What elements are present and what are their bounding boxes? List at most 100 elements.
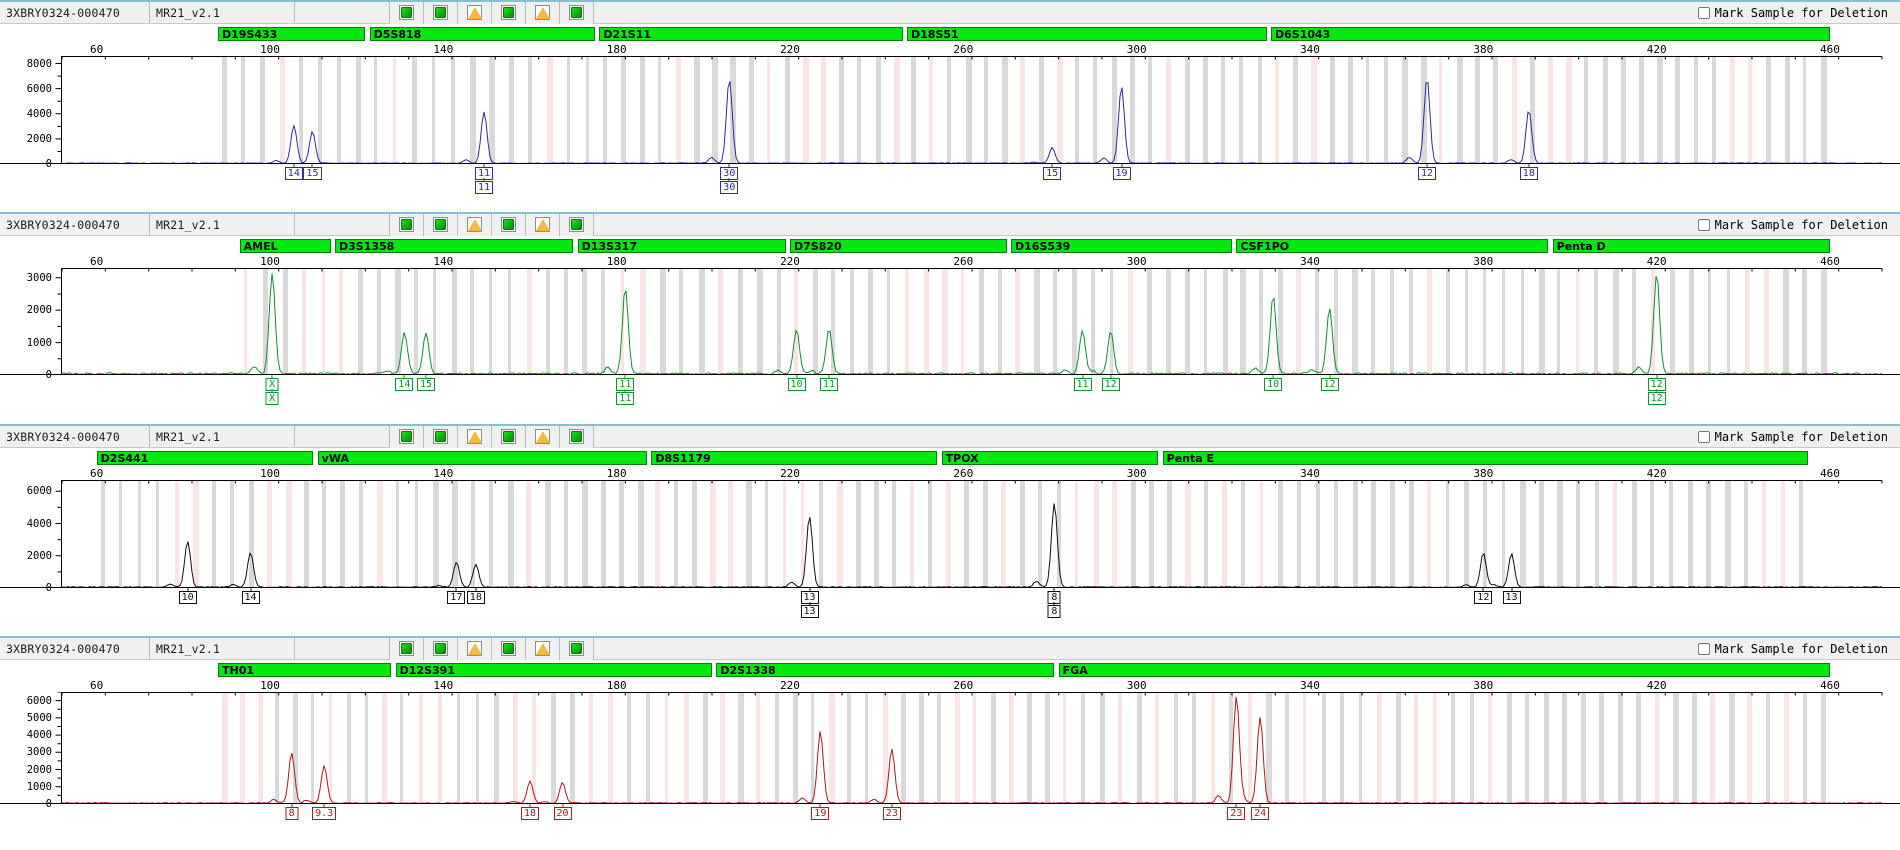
trace-area[interactable] xyxy=(62,692,1882,803)
quality-icon-cell[interactable] xyxy=(526,213,560,236)
electropherogram-plot[interactable]: 0 1000 2000 3000 4000 5000 6000 xyxy=(0,692,1900,810)
sample-name[interactable]: 3XBRY0324-000470 xyxy=(0,214,150,235)
allele-call-label[interactable]: 10 xyxy=(787,378,806,391)
quality-icon-cell[interactable] xyxy=(492,637,526,660)
allele-call-label[interactable]: 15 xyxy=(303,167,322,180)
allele-call-label[interactable]: 12 xyxy=(1474,591,1493,604)
allele-call-label[interactable]: 14 xyxy=(395,378,414,391)
quality-icon-cell[interactable] xyxy=(526,425,560,448)
allele-call-label[interactable]: 19 xyxy=(811,807,830,820)
quality-icon-cell[interactable] xyxy=(458,425,492,448)
quality-icon-cell[interactable] xyxy=(560,213,594,236)
allele-call-label[interactable]: 9.3 xyxy=(312,807,337,820)
marker-locus[interactable]: D19S433 xyxy=(218,27,366,41)
allele-call-label[interactable]: 23 xyxy=(1227,807,1246,820)
quality-icon-cell[interactable] xyxy=(458,1,492,24)
allele-call-label[interactable]: 19 xyxy=(1112,167,1131,180)
mark-delete-checkbox[interactable] xyxy=(1697,6,1710,19)
marker-locus[interactable]: D2S441 xyxy=(96,451,314,465)
marker-locus[interactable]: D13S317 xyxy=(577,239,786,253)
quality-icon-cell[interactable] xyxy=(526,637,560,660)
allele-call-label[interactable]: 11 xyxy=(475,181,494,194)
marker-locus[interactable]: CSF1PO xyxy=(1236,239,1549,253)
sample-name[interactable]: 3XBRY0324-000470 xyxy=(0,2,150,23)
allele-call-label[interactable]: 12 xyxy=(1320,378,1339,391)
marker-locus[interactable]: Penta E xyxy=(1162,451,1809,465)
allele-call-label[interactable]: 14 xyxy=(241,591,260,604)
mark-sample-for-deletion[interactable]: Mark Sample for Deletion xyxy=(1697,2,1900,23)
quality-icon-cell[interactable] xyxy=(424,1,458,24)
allele-call-label[interactable]: 11 xyxy=(819,378,839,391)
allele-call-label[interactable]: 13 xyxy=(1502,591,1521,604)
marker-locus[interactable]: Penta D xyxy=(1552,239,1830,253)
allele-call-label[interactable]: 11 xyxy=(616,392,635,405)
marker-locus[interactable]: D5S818 xyxy=(369,27,595,41)
marker-locus[interactable]: TPOX xyxy=(941,451,1159,465)
quality-icon-cell[interactable] xyxy=(492,1,526,24)
quality-icon-cell[interactable] xyxy=(390,637,424,660)
sample-name[interactable]: 3XBRY0324-000470 xyxy=(0,426,150,447)
quality-icon-cell[interactable] xyxy=(424,637,458,660)
allele-call-label[interactable]: 30 xyxy=(720,181,739,194)
allele-call-label[interactable]: 18 xyxy=(466,591,485,604)
marker-locus[interactable]: TH01 xyxy=(218,663,392,677)
quality-icon-cell[interactable] xyxy=(560,425,594,448)
marker-locus[interactable]: D7S820 xyxy=(790,239,1007,253)
allele-call-label[interactable]: 13 xyxy=(800,591,819,604)
mark-delete-checkbox[interactable] xyxy=(1697,218,1710,231)
trace-area[interactable] xyxy=(62,56,1882,163)
quality-icon-cell[interactable] xyxy=(560,1,594,24)
electropherogram-plot[interactable]: 0 1000 2000 3000 xyxy=(0,268,1900,381)
allele-call-label[interactable]: 24 xyxy=(1251,807,1270,820)
allele-call-label[interactable]: 10 xyxy=(1264,378,1283,391)
mark-sample-for-deletion[interactable]: Mark Sample for Deletion xyxy=(1697,426,1900,447)
trace-area[interactable] xyxy=(62,480,1882,587)
allele-call-label[interactable]: 8 xyxy=(1047,605,1061,618)
marker-locus[interactable]: D21S11 xyxy=(599,27,903,41)
marker-locus[interactable]: D16S539 xyxy=(1011,239,1232,253)
allele-call-label[interactable]: 12 xyxy=(1647,392,1666,405)
allele-call-label[interactable]: 12 xyxy=(1417,167,1437,180)
kit-name[interactable]: MR21_v2.1 xyxy=(150,214,295,235)
allele-call-label[interactable]: 11 xyxy=(475,167,494,180)
allele-call-label[interactable]: 14 xyxy=(284,167,303,180)
allele-call-label[interactable]: 8 xyxy=(285,807,299,820)
mark-delete-checkbox[interactable] xyxy=(1697,642,1710,655)
allele-call-label[interactable]: 17 xyxy=(447,591,466,604)
marker-locus[interactable]: D2S1338 xyxy=(716,663,1055,677)
marker-locus[interactable]: D6S1043 xyxy=(1271,27,1830,41)
mark-sample-for-deletion[interactable]: Mark Sample for Deletion xyxy=(1697,214,1900,235)
allele-call-label[interactable]: 15 xyxy=(1043,167,1062,180)
allele-call-label[interactable]: 15 xyxy=(416,378,436,391)
kit-name[interactable]: MR21_v2.1 xyxy=(150,2,295,23)
allele-call-label[interactable]: 11 xyxy=(616,378,635,391)
marker-locus[interactable]: D18S51 xyxy=(907,27,1267,41)
kit-name[interactable]: MR21_v2.1 xyxy=(150,638,295,659)
allele-call-label[interactable]: 10 xyxy=(178,591,197,604)
allele-call-label[interactable]: 12 xyxy=(1101,378,1120,391)
quality-icon-cell[interactable] xyxy=(390,213,424,236)
mark-delete-checkbox[interactable] xyxy=(1697,430,1710,443)
quality-icon-cell[interactable] xyxy=(526,1,560,24)
quality-icon-cell[interactable] xyxy=(424,213,458,236)
quality-icon-cell[interactable] xyxy=(458,637,492,660)
quality-icon-cell[interactable] xyxy=(492,213,526,236)
allele-call-label[interactable]: 18 xyxy=(520,807,540,820)
allele-call-label[interactable]: 13 xyxy=(800,605,819,618)
marker-locus[interactable]: D12S391 xyxy=(395,663,712,677)
electropherogram-plot[interactable]: 0 2000 4000 6000 xyxy=(0,480,1900,594)
quality-icon-cell[interactable] xyxy=(492,425,526,448)
allele-call-label[interactable]: X xyxy=(265,392,279,405)
quality-icon-cell[interactable] xyxy=(390,425,424,448)
quality-icon-cell[interactable] xyxy=(424,425,458,448)
allele-call-label[interactable]: 11 xyxy=(1073,378,1092,391)
quality-icon-cell[interactable] xyxy=(458,213,492,236)
allele-call-label[interactable]: 23 xyxy=(882,807,901,820)
quality-icon-cell[interactable] xyxy=(560,637,594,660)
allele-call-label[interactable]: 18 xyxy=(1519,167,1538,180)
marker-locus[interactable]: D8S1179 xyxy=(651,451,938,465)
marker-locus[interactable]: FGA xyxy=(1058,663,1830,677)
mark-sample-for-deletion[interactable]: Mark Sample for Deletion xyxy=(1697,638,1900,659)
kit-name[interactable]: MR21_v2.1 xyxy=(150,426,295,447)
electropherogram-plot[interactable]: 0 2000 4000 6000 8000 xyxy=(0,56,1900,170)
